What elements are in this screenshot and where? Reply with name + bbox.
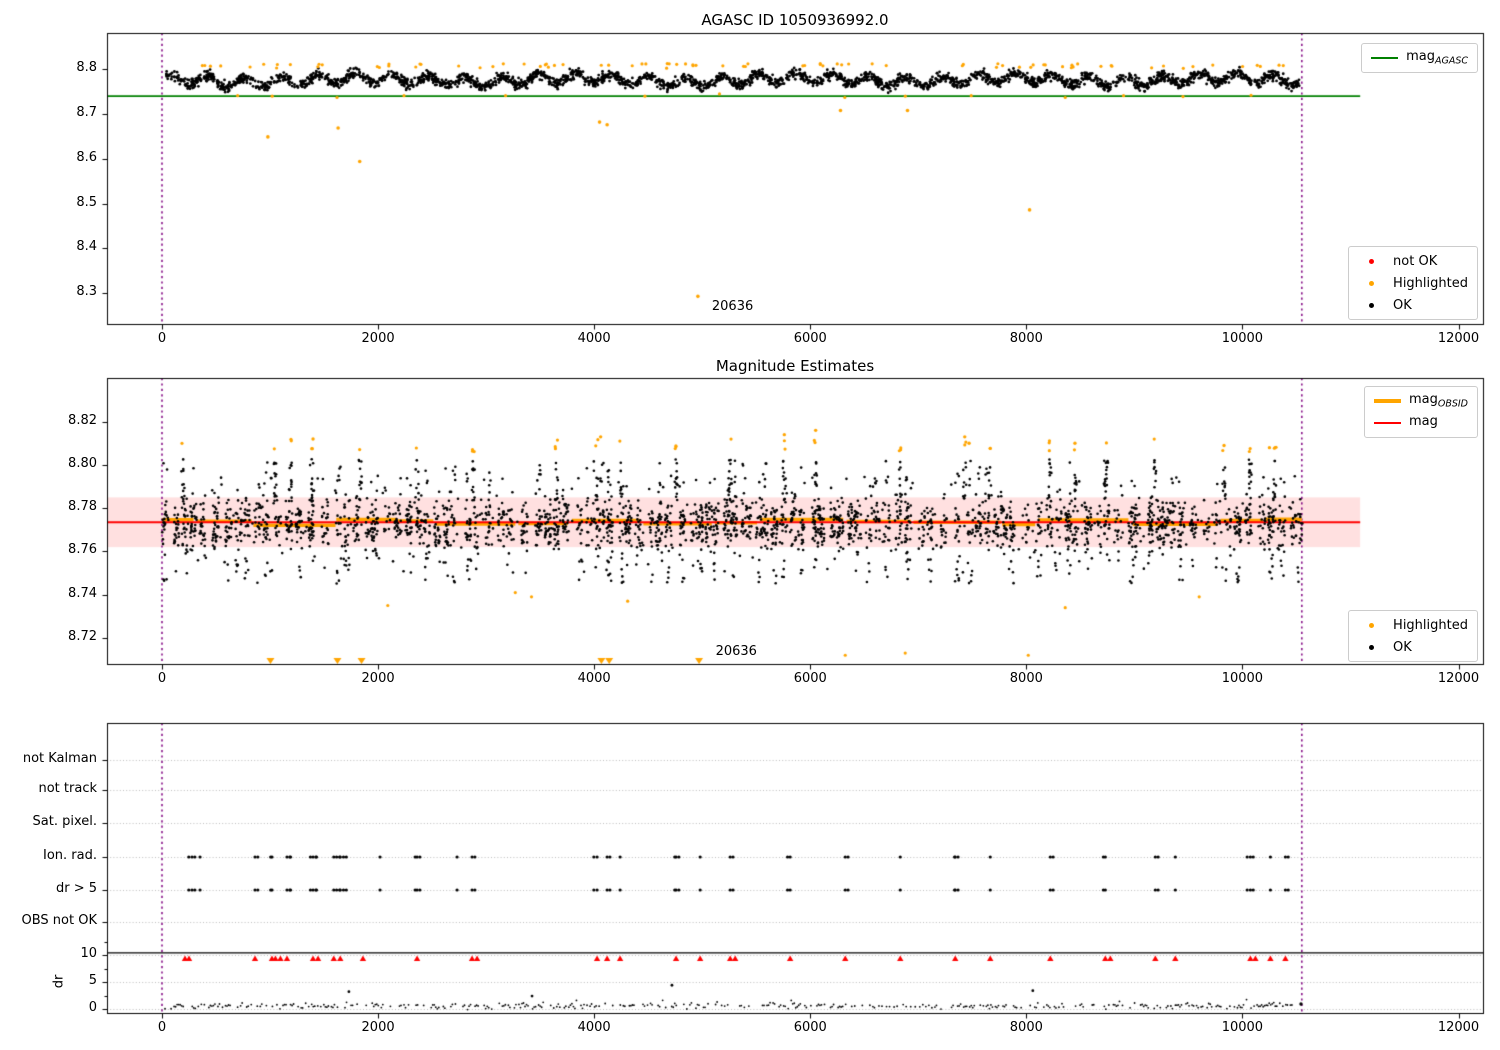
legend-item-mag-agasc: magAGASC	[1371, 49, 1468, 67]
y-tick-label: 8.7	[76, 105, 97, 121]
x-tick-label: 8000	[1009, 671, 1043, 686]
x-tick-label: 12000	[1437, 671, 1480, 686]
mag-agasc-line-swatch	[1371, 57, 1399, 59]
x-tick-label: 8000	[1009, 1020, 1043, 1035]
flag-category-label: not track	[38, 781, 97, 796]
x-tick-label: 4000	[577, 331, 611, 346]
y-tick-label: 8.8	[76, 60, 97, 76]
x-tick-label: 8000	[1009, 331, 1043, 346]
legend-top-markers: not OK Highlighted OK	[1348, 246, 1478, 320]
x-tick-label: 2000	[361, 331, 395, 346]
flag-category-label: OBS not OK	[21, 913, 98, 928]
annotation-obsid-top: 20636	[711, 299, 754, 315]
x-tick-label: 6000	[793, 331, 827, 346]
y-tick-label: 8.78	[68, 499, 97, 515]
legend-label-ok: OK	[1393, 297, 1412, 313]
flag-category-label: Sat. pixel.	[32, 814, 97, 829]
middle-plot-title: Magnitude Estimates	[715, 357, 875, 375]
legend-middle-markers: Highlighted OK	[1348, 610, 1478, 662]
x-tick-label: 12000	[1437, 1020, 1480, 1035]
not-ok-dot-swatch	[1358, 258, 1385, 264]
highlighted-dot-swatch-2	[1358, 622, 1385, 628]
x-tick-label: 2000	[361, 1020, 395, 1035]
y-tick-label: 8.72	[68, 628, 97, 644]
x-tick-label: 0	[157, 331, 167, 346]
x-tick-label: 10000	[1221, 1020, 1264, 1035]
x-tick-label: 0	[157, 671, 167, 686]
legend-item-mag: mag	[1373, 414, 1468, 432]
legend-item-not-ok: not OK	[1358, 252, 1468, 270]
legend-item-highlighted-2: Highlighted	[1358, 616, 1468, 634]
legend-label-ok-2: OK	[1393, 639, 1412, 655]
highlighted-dot-swatch	[1358, 280, 1385, 286]
y-tick-label: 8.82	[68, 412, 97, 428]
flag-category-label: not Kalman	[22, 751, 97, 766]
ok-dot-swatch	[1358, 302, 1385, 308]
legend-label-mag: mag	[1408, 414, 1438, 430]
y-tick-label: 8.74	[68, 585, 97, 601]
legend-item-highlighted: Highlighted	[1358, 274, 1468, 292]
annotation-obsid-middle: 20636	[715, 644, 757, 660]
x-tick-label: 0	[157, 1020, 167, 1035]
dr-tick-label: 5	[88, 973, 97, 988]
legend-item-mag-obsid: magOBSID	[1373, 392, 1468, 410]
top-plot-title: AGASC ID 1050936992.0	[701, 11, 889, 29]
legend-item-ok-2: OK	[1358, 638, 1468, 656]
y-tick-label: 8.6	[76, 149, 97, 165]
y-tick-label: 8.76	[68, 542, 97, 558]
x-tick-label: 4000	[577, 671, 611, 686]
x-tick-label: 6000	[793, 671, 827, 686]
ok-dot-swatch-2	[1358, 644, 1385, 650]
flag-category-label: Ion. rad.	[43, 848, 97, 863]
x-tick-label: 12000	[1437, 331, 1480, 346]
y-tick-label: 8.3	[76, 284, 97, 300]
y-tick-label: 8.80	[68, 455, 97, 471]
mag-obsid-line-swatch	[1373, 399, 1401, 403]
x-tick-label: 6000	[793, 1020, 827, 1035]
legend-label-highlighted-2: Highlighted	[1393, 617, 1468, 633]
y-tick-label: 8.4	[76, 239, 97, 255]
mag-line-swatch	[1373, 422, 1401, 424]
legend-label-mag-obsid: magOBSID	[1408, 392, 1468, 410]
legend-label-highlighted: Highlighted	[1393, 275, 1468, 291]
x-tick-label: 10000	[1221, 331, 1264, 346]
flag-category-label: dr > 5	[55, 881, 97, 896]
legend-item-ok: OK	[1358, 296, 1468, 314]
dr-tick-label: 10	[80, 946, 97, 961]
legend-label-not-ok: not OK	[1393, 253, 1438, 269]
legend-mag-agasc: magAGASC	[1361, 43, 1478, 73]
dr-tick-label: 0	[88, 1000, 97, 1015]
legend-label-mag-agasc: magAGASC	[1406, 49, 1468, 67]
x-tick-label: 4000	[577, 1020, 611, 1035]
legend-mag-lines: magOBSID mag	[1363, 386, 1478, 438]
y-tick-label: 8.5	[76, 194, 97, 210]
x-tick-label: 10000	[1221, 671, 1264, 686]
x-tick-label: 2000	[361, 671, 395, 686]
